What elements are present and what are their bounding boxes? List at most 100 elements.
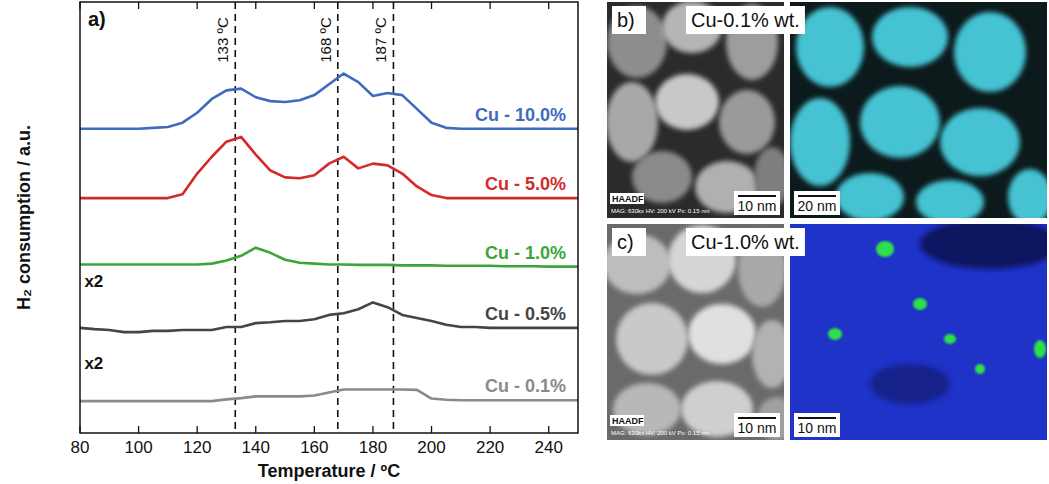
scale-label: 10 nm: [798, 420, 837, 436]
panel-letter: a): [88, 8, 106, 30]
micrograph-panel: c) Cu-1.0% wt. HAADF MAG: 630kx HV: 200 kV …: [603, 219, 1049, 441]
x-tick-top: [138, 2, 139, 9]
annotation: x2: [84, 354, 103, 373]
x-tick-label: 80: [71, 438, 90, 457]
cu-spot: [944, 334, 956, 344]
map-shade: [870, 364, 950, 404]
series-line: [80, 302, 578, 332]
scale-bar: [798, 195, 836, 197]
x-tick: [138, 426, 139, 433]
acquisition-info: MAG: 630kx HV: 200 kV Px: 0.15 nm: [611, 208, 710, 214]
x-tick: [197, 426, 198, 433]
particle: [752, 320, 784, 388]
x-tick: [79, 426, 80, 433]
plot-frame: [80, 2, 578, 433]
particle: [719, 90, 775, 154]
series-group: [80, 74, 578, 402]
label-box: [610, 193, 644, 204]
series-label: Cu - 10.0%: [475, 105, 566, 125]
x-tick-label: 180: [359, 438, 387, 457]
x-tick-label: 200: [417, 438, 445, 457]
label-box: [686, 228, 805, 256]
scale-box: [734, 413, 780, 437]
x-tick-top: [255, 2, 256, 9]
cu-spot: [975, 364, 985, 374]
label-box: [612, 228, 646, 256]
reference-label: 168 ºC: [317, 17, 334, 63]
particle: [688, 304, 756, 364]
x-axis-title: Temperature / ºC: [258, 461, 400, 481]
micrograph-panel: b) Cu-0.1% wt. HAADF MAG: 630kx HV: 200 kV …: [606, 1, 1049, 225]
annotation: x2: [84, 272, 103, 291]
particle: [607, 6, 667, 78]
x-tick: [314, 426, 315, 433]
scale-box: [794, 191, 840, 215]
detector-label: HAADF: [612, 416, 644, 426]
map-particle: [790, 98, 850, 186]
acquisition-info: MAG: 630kx HV: 200 kV Px: 0.15 nm: [611, 430, 710, 436]
scale-bar: [738, 417, 776, 419]
x-tick-top: [314, 2, 315, 9]
x-tick: [372, 426, 373, 433]
y-axis-title: H₂ consumption / a.u.: [14, 125, 34, 310]
particle: [607, 82, 658, 162]
map-background: [790, 2, 1047, 218]
label-box: [610, 415, 644, 426]
particle: [655, 74, 719, 130]
x-tick: [489, 426, 490, 433]
scale-box: [734, 191, 780, 215]
x-tick-label: 120: [183, 438, 211, 457]
reference-label: 187 ºC: [372, 17, 389, 63]
x-tick: [548, 426, 549, 433]
map-particle: [954, 12, 1026, 92]
figure: 133 ºC168 ºC187 ºCCu - 10.0%Cu - 5.0%Cu …: [0, 0, 1049, 484]
scale-bar: [738, 195, 776, 197]
panel-title: Cu-0.1% wt.: [691, 9, 800, 31]
edx-map: [790, 224, 1047, 440]
x-tick-top: [431, 2, 432, 9]
scale-label: 10 nm: [738, 198, 777, 214]
map-particle: [1008, 169, 1047, 218]
cu-spot: [876, 241, 894, 257]
x-tick-top: [372, 2, 373, 9]
scale-bar: [798, 417, 836, 419]
particle: [616, 303, 688, 375]
x-tick-top: [79, 2, 80, 9]
x-tick: [431, 426, 432, 433]
series-label: Cu - 0.5%: [485, 304, 566, 324]
map-particle: [872, 7, 948, 67]
haadf-image: [607, 2, 784, 218]
x-tick: [255, 426, 256, 433]
series-line: [80, 74, 578, 129]
series-label: Cu - 1.0%: [485, 243, 566, 263]
detector-label: HAADF: [612, 194, 644, 204]
x-tick-label: 160: [300, 438, 328, 457]
reference-line: [337, 2, 339, 433]
edx-map: [790, 2, 1047, 218]
cu-spot: [828, 328, 842, 340]
label-box: [612, 6, 646, 34]
scale-label: 20 nm: [798, 198, 837, 214]
cu-spot: [913, 298, 927, 310]
scale-box: [794, 413, 840, 437]
map-particle: [860, 86, 940, 158]
haadf-image: [607, 224, 784, 440]
series-label: Cu - 0.1%: [485, 376, 566, 396]
map-particle: [796, 7, 864, 87]
series-line: [80, 137, 578, 198]
panel-title: Cu-1.0% wt.: [691, 231, 800, 253]
x-tick-top: [197, 2, 198, 9]
map-shade: [920, 224, 1047, 269]
label-box: [686, 6, 805, 34]
particle: [613, 383, 681, 435]
x-tick-top: [489, 2, 490, 9]
panel-letter: b): [617, 9, 635, 31]
map-particle: [836, 173, 904, 218]
map-particle: [940, 108, 1020, 176]
x-tick-label: 100: [124, 438, 152, 457]
map-particle: [916, 180, 984, 218]
x-tick-top: [548, 2, 549, 9]
scale-label: 10 nm: [738, 420, 777, 436]
reference-label: 133 ºC: [214, 17, 231, 63]
panel-letter: c): [617, 231, 634, 253]
